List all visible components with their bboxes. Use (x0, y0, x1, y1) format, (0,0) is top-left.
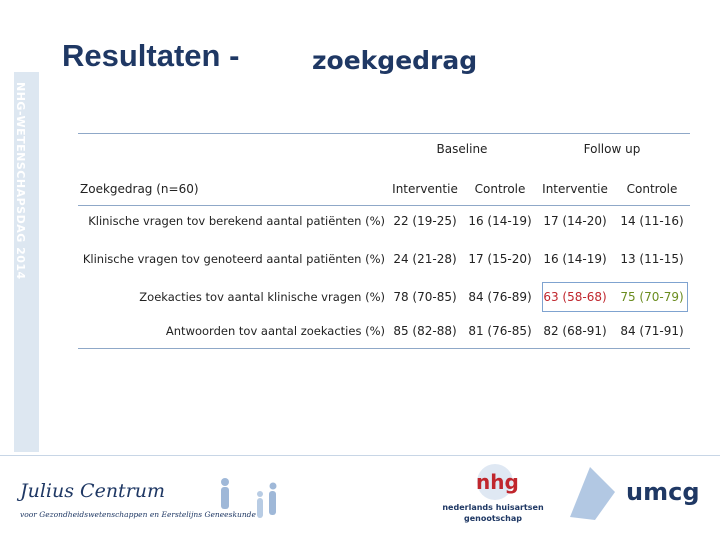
cell: 22 (19-25) (393, 214, 457, 228)
cell: 84 (71-91) (620, 324, 684, 338)
footer-rule (0, 455, 720, 456)
table-rule (78, 348, 690, 349)
group-header: Baseline (436, 142, 488, 156)
column-header: Zoekgedrag (n=60) (80, 182, 199, 196)
row-label: Klinische vragen tov berekend aantal pat… (88, 214, 385, 228)
cell: 81 (76-85) (468, 324, 532, 338)
cell: 85 (82-88) (393, 324, 457, 338)
cell: 75 (70-79) (620, 290, 684, 304)
group-header: Follow up (583, 142, 641, 156)
julius-subtitle: voor Gezondheidswetenschappen en Eerstel… (20, 510, 256, 519)
subtitle: zoekgedrag (312, 46, 478, 75)
cell: 14 (11-16) (620, 214, 684, 228)
cell: 13 (11-15) (620, 252, 684, 266)
cell: 16 (14-19) (543, 252, 607, 266)
cell: 17 (15-20) (468, 252, 532, 266)
title: Resultaten - (62, 38, 240, 73)
nhg-subtitle: nederlands huisartsen genootschap (442, 503, 544, 523)
umcg-logo: umcg (626, 478, 700, 506)
table-rule (78, 133, 690, 134)
table-rule (78, 205, 690, 206)
nhg-icon (477, 464, 513, 500)
figures-icon (221, 478, 277, 518)
column-header: Controle (626, 182, 678, 196)
sidebar-text: NHG-WETENSCHAPSDAG 2014 (14, 82, 27, 280)
cell: 78 (70-85) (393, 290, 457, 304)
nhg-logo: nhg (476, 470, 519, 494)
umcg-icon (570, 467, 615, 520)
julius-logo: Julius Centrum (20, 480, 166, 502)
column-header: Controle (474, 182, 526, 196)
cell: 17 (14-20) (543, 214, 607, 228)
sidebar (14, 72, 39, 452)
cell: 24 (21-28) (393, 252, 457, 266)
column-header: Interventie (392, 182, 458, 196)
cell: 82 (68-91) (543, 324, 607, 338)
row-label: Zoekacties tov aantal klinische vragen (… (139, 290, 385, 304)
column-header: Interventie (542, 182, 608, 196)
row-label: Klinische vragen tov genoteerd aantal pa… (82, 252, 385, 266)
cell: 84 (76-89) (468, 290, 532, 304)
highlight-box (542, 282, 688, 312)
cell: 16 (14-19) (468, 214, 532, 228)
cell: 63 (58-68) (543, 290, 607, 304)
row-label: Antwoorden tov aantal zoekacties (%) (165, 324, 385, 338)
